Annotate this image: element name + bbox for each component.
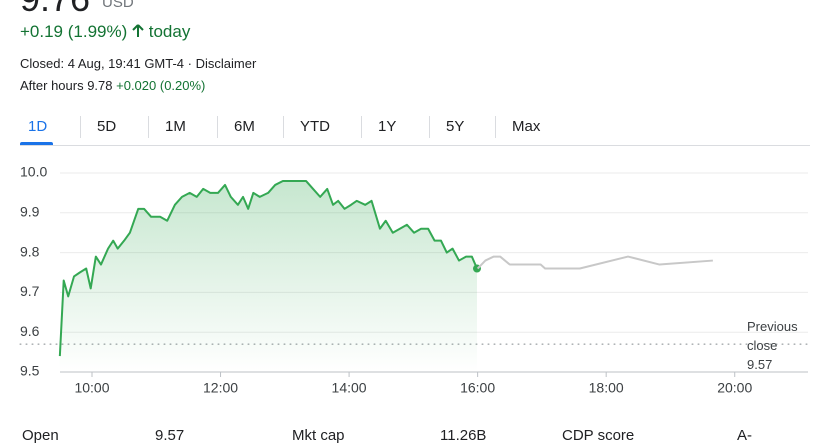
range-tab[interactable]: 1M xyxy=(165,118,186,135)
x-tick-label: 16:00 xyxy=(460,380,495,396)
range-tab[interactable]: 6M xyxy=(234,118,255,135)
stat-label: Mkt cap xyxy=(292,427,345,444)
range-tab[interactable]: YTD xyxy=(300,118,330,135)
range-tab[interactable]: 1D xyxy=(28,118,48,135)
range-tab[interactable]: Max xyxy=(512,118,541,135)
stat-label: CDP score xyxy=(562,427,635,444)
y-tick-label: 9.5 xyxy=(20,363,40,379)
up-arrow xyxy=(132,24,144,37)
currency: USD xyxy=(102,0,134,11)
range-tab[interactable]: 5Y xyxy=(446,118,465,135)
status-text: Closed: 4 Aug, 19:41 GMT-4 · xyxy=(20,56,192,71)
change-period: today xyxy=(148,22,191,41)
price-change: +0.19 (1.99%) today xyxy=(20,22,190,42)
disclaimer-link[interactable]: Disclaimer xyxy=(195,56,257,71)
price: 9.76 xyxy=(20,0,90,20)
stat-value: A- xyxy=(737,427,752,444)
tab-separator xyxy=(361,116,362,138)
previous-close-label: Previous close 9.57 xyxy=(747,317,813,374)
price-line xyxy=(58,179,478,357)
x-tick-label: 20:00 xyxy=(717,380,752,396)
stat-value: 11.26B xyxy=(440,427,487,444)
y-tick-label: 9.8 xyxy=(20,243,40,259)
after-hours-change: +0.020 (0.20%) xyxy=(116,78,206,93)
tab-divider xyxy=(20,145,810,146)
tab-separator xyxy=(80,116,81,138)
x-tick-label: 10:00 xyxy=(74,380,109,396)
price-line xyxy=(476,255,713,270)
tab-separator xyxy=(217,116,218,138)
after-hours-label: After hours 9.78 xyxy=(20,78,113,93)
x-tick-label: 12:00 xyxy=(203,380,238,396)
stat-value: 9.57 xyxy=(155,427,185,444)
market-status: Closed: 4 Aug, 19:41 GMT-4 · Disclaimer xyxy=(20,56,256,71)
previous-close-value: 9.57 xyxy=(747,357,773,372)
after-hours: After hours 9.78 +0.020 (0.20%) xyxy=(20,78,205,93)
tab-separator xyxy=(429,116,430,138)
range-tab[interactable]: 1Y xyxy=(378,118,397,135)
tab-separator xyxy=(148,116,149,138)
previous-close-text: Previous close xyxy=(747,319,798,353)
y-tick-label: 9.6 xyxy=(20,323,40,339)
range-tab[interactable]: 5D xyxy=(97,118,117,135)
stat-label: Open xyxy=(22,427,59,444)
tab-separator xyxy=(495,116,496,138)
x-tick-label: 18:00 xyxy=(589,380,624,396)
tab-separator xyxy=(283,116,284,138)
area-gradient xyxy=(59,180,477,372)
change-value: +0.19 (1.99%) xyxy=(20,22,128,41)
y-tick-label: 9.7 xyxy=(20,283,40,299)
y-tick-label: 10.0 xyxy=(20,164,47,180)
chart: 10.0 9.9 9.8 9.7 9.6 9.5 10:00 12:00 14:00 16:00 1… xyxy=(19,164,809,396)
y-tick-label: 9.9 xyxy=(20,204,40,220)
tab-underline xyxy=(20,142,53,145)
x-tick-label: 14:00 xyxy=(332,380,367,396)
